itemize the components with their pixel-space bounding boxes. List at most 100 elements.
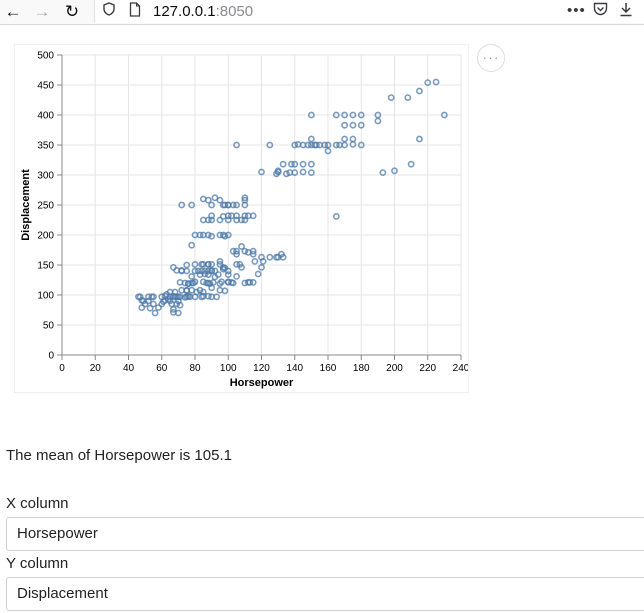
data-point [341,141,349,149]
data-point [233,260,240,268]
data-point [209,278,217,286]
data-point [357,141,365,149]
data-point [424,79,432,86]
data-point [432,78,440,86]
data-point [204,292,212,300]
x-column-input[interactable]: Horsepower [6,517,644,551]
pocket-icon[interactable] [593,2,608,20]
y-axis-title: Displacement [20,169,32,241]
data-point [188,272,196,280]
x-tick-label: 200 [386,363,403,374]
data-point [404,94,412,101]
x-tick-label: 160 [320,363,337,374]
data-point [283,170,290,178]
data-point [208,212,216,220]
y-tick-label: 200 [37,231,54,242]
data-point [155,304,162,311]
browser-toolbar: ← → ↻ 127.0.0.1:8050 ••• [0,0,644,25]
forward-arrow-icon[interactable]: → [33,2,51,21]
data-point [349,121,357,129]
data-point [349,135,357,143]
data-point [224,216,232,224]
data-point [251,257,259,265]
more-dots-icon[interactable]: ••• [567,2,586,19]
y-tick-label: 450 [37,81,54,92]
data-point [241,247,249,255]
data-point [307,169,315,176]
data-point [349,111,357,119]
data-point [176,301,184,309]
reload-icon[interactable]: ↻ [64,2,80,21]
x-tick-label: 40 [123,363,135,374]
data-point [241,196,249,204]
data-point [241,194,249,202]
data-point [213,293,221,301]
data-point [307,135,315,143]
shield-icon[interactable] [103,2,115,20]
data-point [416,87,423,95]
data-point [138,304,146,311]
data-point [274,168,282,176]
data-point [191,267,199,275]
data-point [204,260,212,268]
data-point [233,272,240,280]
chart-actions-button[interactable]: ··· [477,44,505,72]
download-icon[interactable] [619,2,633,21]
data-point [249,247,257,255]
data-point [341,121,349,129]
page-icon [129,2,141,21]
data-point [238,263,245,271]
data-point [208,232,216,240]
data-point [279,253,287,261]
y-column-label: Y column [6,555,69,572]
data-point [238,242,245,250]
data-point [201,267,209,275]
scatter-chart-container: 0 20 40 60 80 100 120 140 160 180 200 220 240 0 50 100 1… [14,44,469,393]
y-tick-label: 100 [37,291,54,302]
url-text[interactable]: 127.0.0.1:8050 [153,3,253,20]
data-point [233,141,240,149]
data-point [258,168,265,176]
data-point [181,279,189,287]
data-point [216,196,224,204]
data-point [174,309,182,317]
data-point [229,201,237,209]
data-point [440,111,448,119]
data-point [224,271,232,278]
data-point [349,141,357,148]
data-point [246,278,254,286]
data-point [204,267,212,275]
data-point [416,135,423,143]
data-point [150,300,157,308]
data-point [374,111,382,119]
data-point [216,257,224,265]
data-point [307,111,315,119]
data-point [196,231,204,239]
data-point [379,169,387,176]
data-point [221,287,229,295]
data-point [233,247,240,255]
data-point [199,288,207,296]
data-point [291,141,299,149]
data-point [259,257,267,265]
data-point [266,253,274,261]
url-bar[interactable]: 127.0.0.1:8050 ••• [94,0,644,23]
data-point [229,247,237,255]
data-point [146,304,154,312]
x-column-label: X column [6,495,69,512]
data-point [299,168,307,176]
data-point [291,160,299,168]
data-point [145,297,152,305]
data-point [233,212,240,220]
data-point [254,270,262,278]
data-point [332,212,340,220]
data-point [188,201,196,209]
data-point [357,111,365,119]
data-point [299,160,307,168]
data-point [216,216,224,224]
data-point [341,111,349,119]
y-column-input[interactable]: Displacement [6,577,644,611]
x-tick-label: 20 [90,363,102,374]
data-point [357,121,365,129]
back-arrow-icon[interactable]: ← [4,2,22,21]
